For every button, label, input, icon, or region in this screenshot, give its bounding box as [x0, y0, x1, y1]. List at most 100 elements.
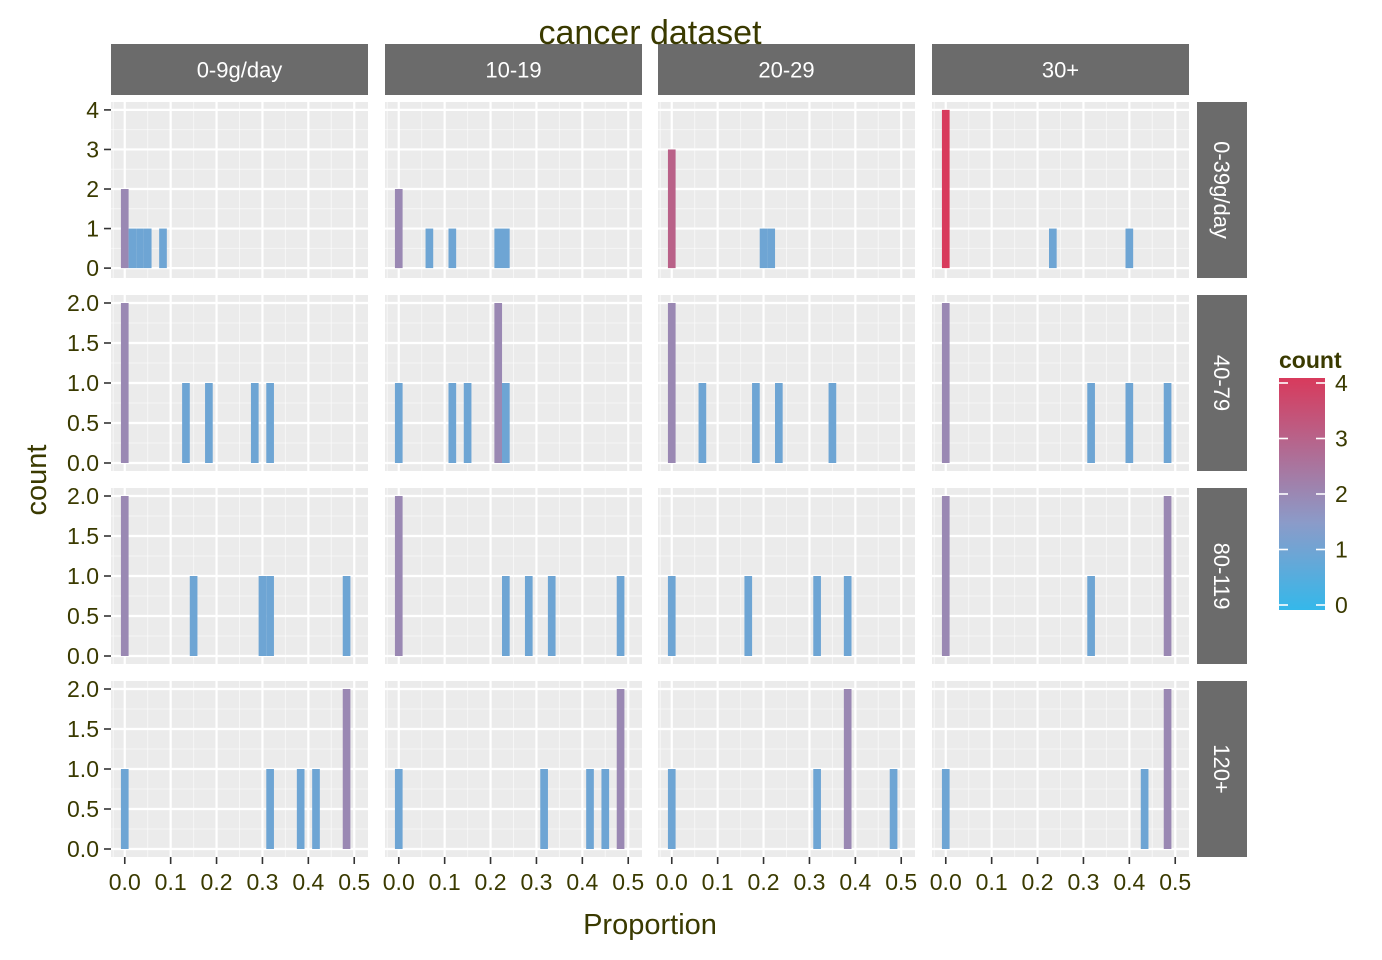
x-tick-label: 0.0	[930, 869, 962, 895]
bar-r2-c1-4	[616, 576, 625, 656]
legend-tick-label: 4	[1335, 370, 1348, 396]
bar-r3-c2-0	[667, 769, 676, 849]
facet-panel-r3-c1	[385, 681, 642, 857]
x-tick-label: 0.4	[1113, 869, 1145, 895]
bar-r0-c2-1	[759, 228, 768, 269]
x-axis-col-0: 0.0 0.1 0.2 0.3 0.4 0.5	[109, 857, 370, 895]
y-tick-label: 0.0	[67, 836, 99, 862]
bar-r1-c3-1	[1087, 383, 1095, 463]
bar-r3-c2-2	[843, 689, 852, 849]
x-tick-label: 0.2	[201, 869, 233, 895]
x-tick-label: 0.0	[656, 869, 688, 895]
x-tick-label: 0.5	[612, 869, 644, 895]
bars-r1-c0	[120, 303, 274, 463]
bar-r1-c0-3	[250, 383, 259, 463]
bar-r0-c2-2	[767, 228, 776, 269]
bar-r3-c2-1	[813, 769, 821, 849]
facet-panel-r1-c3	[932, 295, 1189, 471]
legend-tick-label: 0	[1335, 592, 1348, 618]
x-axis-title: Proportion	[583, 909, 717, 941]
facet-panel-r1-c2	[658, 295, 915, 471]
bar-r1-c0-1	[182, 383, 190, 463]
bar-r3-c2-3	[889, 769, 898, 849]
bars-r3-c1	[394, 689, 625, 849]
col-strip-label: 10-19	[485, 58, 541, 83]
y-tick-label: 0	[86, 255, 99, 281]
bar-r0-c0-4	[159, 228, 167, 269]
bars-r3-c0	[120, 689, 351, 849]
y-tick-label: 1.5	[67, 716, 99, 742]
x-tick-label: 0.3	[246, 869, 278, 895]
bar-r1-c2-2	[752, 383, 760, 463]
bars-r2-c0	[120, 496, 351, 656]
bar-r0-c0-0	[120, 189, 129, 269]
bar-r1-c1-1	[448, 383, 457, 463]
x-tick-label: 0.4	[839, 869, 871, 895]
y-tick-label: 4	[86, 97, 99, 123]
bar-r0-c0-1	[128, 228, 137, 269]
bar-r2-c1-0	[394, 496, 403, 656]
row-strip-label: 80-119	[1209, 543, 1234, 610]
bar-r2-c1-1	[502, 576, 510, 656]
x-tick-label: 0.1	[155, 869, 187, 895]
bar-r2-c0-3	[266, 576, 274, 656]
row-strip-label: 40-79	[1209, 355, 1234, 411]
x-tick-label: 0.5	[338, 869, 370, 895]
x-tick-label: 0.3	[520, 869, 552, 895]
x-axis-col-3: 0.0 0.1 0.2 0.3 0.4 0.5	[930, 857, 1191, 895]
y-tick-label: 1	[86, 216, 99, 242]
row-strip-2: 80-119	[1197, 488, 1247, 664]
col-strip-0: 0-9g/day	[111, 44, 368, 95]
bar-r2-c3-2	[1163, 496, 1172, 656]
bar-r1-c2-1	[698, 383, 707, 463]
x-tick-label: 0.3	[793, 869, 825, 895]
bar-r3-c1-2	[586, 769, 594, 849]
facet-panel-r2-c3	[932, 488, 1189, 664]
bars-r1-c2	[667, 303, 837, 463]
chart-title: cancer dataset	[538, 14, 762, 52]
y-tick-label: 2.0	[67, 676, 99, 702]
bar-r3-c1-3	[601, 769, 610, 849]
bar-r0-c2-0	[667, 149, 676, 269]
y-tick-label: 2.0	[67, 483, 99, 509]
bar-r0-c3-1	[1049, 228, 1057, 269]
bar-r3-c3-0	[941, 769, 950, 849]
bar-r1-c0-2	[205, 383, 213, 463]
facet-panel-r2-c1	[385, 488, 642, 664]
y-tick-label: 3	[86, 136, 99, 162]
row-strip-3: 120+	[1197, 681, 1247, 857]
bar-r3-c0-0	[120, 769, 129, 849]
legend-title: count	[1279, 347, 1342, 373]
col-strip-label: 30+	[1042, 58, 1079, 83]
bars-r0-c2	[667, 149, 776, 269]
bar-r0-c1-1	[425, 228, 434, 269]
bar-r1-c3-0	[941, 303, 950, 463]
bar-r2-c2-0	[667, 576, 676, 656]
facet-panel-r3-c2	[658, 681, 915, 857]
col-strip-2: 20-29	[658, 44, 915, 95]
y-axis-title: count	[21, 445, 53, 516]
bars-r0-c1	[394, 189, 510, 269]
bars-r0-c0	[120, 189, 167, 269]
bar-r3-c0-4	[342, 689, 351, 849]
col-strip-1: 10-19	[385, 44, 642, 95]
bar-r2-c2-1	[744, 576, 753, 656]
bar-r2-c3-0	[941, 496, 950, 656]
bar-r0-c1-3	[494, 228, 503, 269]
bar-r3-c3-1	[1140, 769, 1149, 849]
y-tick-label: 0.0	[67, 450, 99, 476]
y-tick-label: 0.0	[67, 643, 99, 669]
facet-panel-r2-c2	[658, 488, 915, 664]
bar-r2-c0-1	[189, 576, 198, 656]
x-tick-label: 0.3	[1067, 869, 1099, 895]
bar-r0-c1-2	[448, 228, 457, 269]
bar-r1-c1-4	[502, 383, 510, 463]
facet-panel-r3-c3	[932, 681, 1189, 857]
y-tick-label: 2	[86, 176, 99, 202]
legend-tick-label: 1	[1335, 537, 1348, 563]
x-tick-label: 0.2	[1022, 869, 1054, 895]
bar-r1-c0-4	[266, 383, 274, 463]
bar-r3-c0-3	[312, 769, 320, 849]
y-axis-row-3: 0.0 0.5 1.0 1.5 2.0	[67, 676, 111, 862]
